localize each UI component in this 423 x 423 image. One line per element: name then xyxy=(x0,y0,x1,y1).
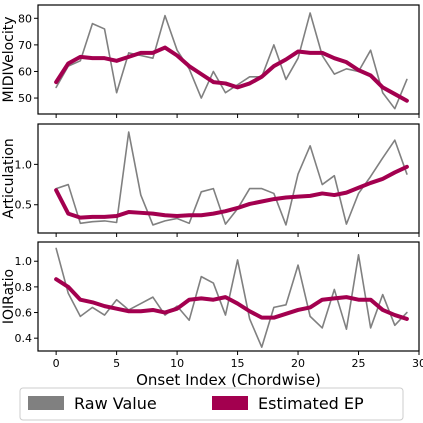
x-tick-label: 5 xyxy=(113,357,120,370)
x-tick-label: 10 xyxy=(170,357,184,370)
y-axis-label: Articulation xyxy=(1,138,17,219)
legend-frame xyxy=(19,387,404,421)
panel-3: 0.4 0.6 0.8 1.0 0 5 10 15 20 25 30 IOIRatio xyxy=(1,241,423,370)
y-axis-label: IOIRatio xyxy=(1,269,17,324)
y-tick-label: 0.5 xyxy=(15,199,33,212)
y-tick-label: 1.0 xyxy=(15,255,33,268)
y-tick-label: 70 xyxy=(18,39,32,52)
raw-value-line-3 xyxy=(55,247,408,348)
legend-label-estimated: Estimated EP xyxy=(258,394,364,413)
raw-value-line-1 xyxy=(55,12,408,110)
y-axis-label: MIDIVelocity xyxy=(1,16,17,102)
x-tick-label: 20 xyxy=(291,357,305,370)
x-tick-label: 30 xyxy=(412,357,423,370)
estimated-ep-line-1 xyxy=(54,45,409,103)
estimated-ep-line-3 xyxy=(54,277,409,321)
y-tick-label: 1.0 xyxy=(15,158,33,171)
panel-frame-1 xyxy=(37,4,420,115)
panel-frame-2 xyxy=(37,123,420,234)
chart-panels: 50607080MIDIVelocity0.51.0Articulation0.… xyxy=(1,4,423,370)
x-axis-label: Onset Index (Chordwise) xyxy=(136,371,321,389)
x-tick-label: 15 xyxy=(231,357,245,370)
legend-swatch-raw xyxy=(28,396,64,410)
raw-value-line-2 xyxy=(55,131,408,226)
panel-frame-3 xyxy=(37,241,420,352)
x-tick-label: 0 xyxy=(53,357,60,370)
legend-label-raw: Raw Value xyxy=(74,394,157,413)
x-tick-label: 25 xyxy=(352,357,366,370)
y-tick-label: 80 xyxy=(18,12,32,25)
y-tick-label: 60 xyxy=(18,65,32,78)
y-tick-label: 50 xyxy=(18,92,32,105)
estimated-ep-line-2 xyxy=(54,164,409,220)
y-tick-label: 0.4 xyxy=(15,332,33,345)
legend-swatch-estimated xyxy=(212,396,248,410)
y-tick-label: 0.6 xyxy=(15,307,33,320)
legend: Raw Value Estimated EP xyxy=(19,387,404,421)
y-tick-label: 0.8 xyxy=(15,281,33,294)
